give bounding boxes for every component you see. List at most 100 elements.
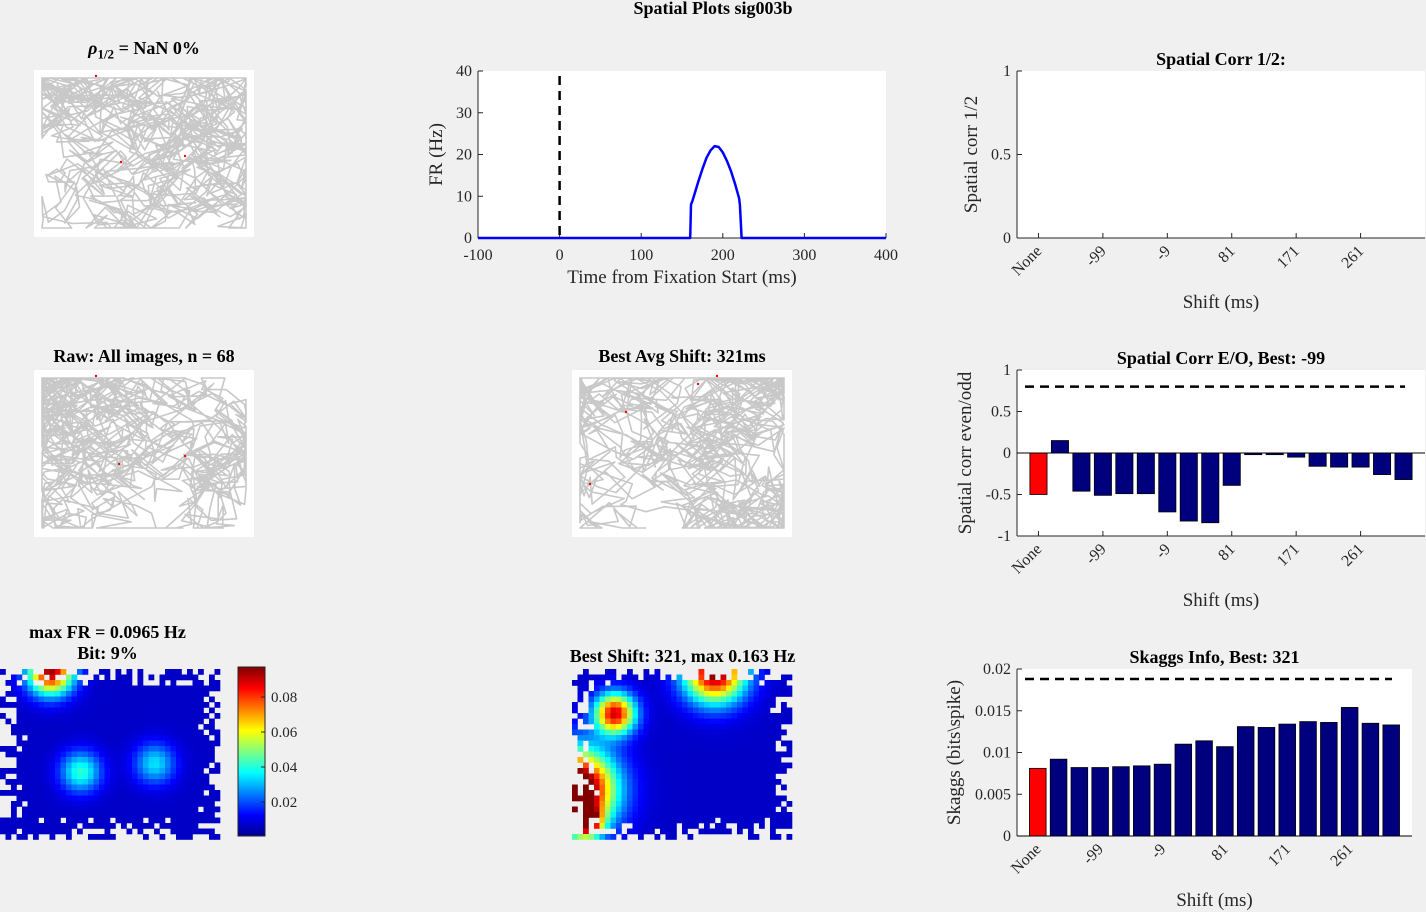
heat-cell — [632, 801, 639, 807]
heat-cell — [654, 740, 661, 747]
heat-cell — [654, 806, 661, 813]
heat-cell — [154, 746, 160, 752]
heat-cell — [203, 691, 210, 697]
heat-cell — [682, 790, 688, 796]
heat-cell — [737, 680, 743, 686]
heat-cell — [742, 784, 749, 791]
heat-cell — [698, 735, 705, 741]
heat-cell — [632, 795, 639, 802]
heat-cell — [731, 729, 738, 736]
heat-cell — [704, 724, 710, 730]
heat-cell — [610, 740, 617, 747]
heat-cell — [682, 702, 688, 708]
heat-cell — [93, 834, 100, 840]
heat-cell — [99, 729, 105, 736]
heat-cell — [720, 713, 727, 719]
heat-cell — [198, 762, 204, 769]
heat-cell — [616, 828, 622, 835]
heat-cell — [66, 828, 72, 835]
heat-cell — [77, 680, 83, 686]
heat-cell — [148, 768, 155, 774]
heat-cell — [643, 773, 650, 780]
heat-cell — [115, 707, 122, 714]
heat-cell — [71, 768, 78, 774]
heat-cell — [759, 740, 765, 747]
heat-cell — [165, 823, 171, 829]
heat-cell — [44, 801, 50, 807]
heat-cell — [33, 702, 39, 708]
heat-cell — [737, 718, 743, 725]
heat-cell — [588, 691, 595, 697]
heat-cell — [726, 729, 732, 736]
heat-cell — [154, 784, 160, 791]
heat-cell — [605, 768, 611, 774]
heat-cell — [770, 790, 776, 796]
heat-cell — [654, 685, 661, 692]
bar — [1112, 766, 1130, 837]
heat-cell — [99, 735, 105, 741]
heat-cell — [71, 729, 78, 736]
heat-cell — [11, 806, 17, 813]
heat-cell — [214, 795, 221, 802]
heat-cell — [610, 680, 617, 686]
heat-cell — [621, 718, 628, 725]
heat-cell — [775, 680, 782, 686]
heat-cell — [720, 680, 727, 686]
heat-cell — [676, 806, 683, 813]
heat-cell — [181, 691, 188, 697]
heat-cell — [610, 724, 617, 730]
heat-cell — [165, 762, 171, 769]
heat-cell — [22, 790, 28, 796]
heat-cell — [137, 757, 144, 763]
heat-cell — [627, 790, 633, 796]
heat-cell — [192, 685, 199, 692]
heat-cell — [49, 696, 56, 703]
heat-cell — [638, 834, 644, 840]
x-tick-label: 400 — [874, 247, 898, 264]
heat-cell — [176, 768, 182, 774]
heat-cell — [154, 691, 160, 697]
heat-cell — [126, 735, 133, 741]
heat-cell — [704, 757, 710, 763]
heat-cell — [698, 795, 705, 802]
heat-cell — [687, 795, 694, 802]
heat-cell — [753, 790, 760, 796]
heat-cell — [577, 680, 584, 686]
heat-cell — [764, 669, 771, 675]
heat-cell — [753, 707, 760, 714]
heat-cell — [786, 762, 793, 769]
heat-cell — [660, 762, 666, 769]
heat-cell — [16, 790, 23, 796]
heat-cell — [49, 735, 56, 741]
heat-cell — [643, 740, 650, 747]
heat-cell — [583, 795, 589, 802]
heat-cell — [27, 685, 34, 692]
heat-cell — [726, 707, 732, 714]
heat-cell — [605, 707, 611, 714]
heat-cell — [654, 751, 661, 758]
heat-cell — [599, 740, 606, 747]
heat-cell — [704, 746, 710, 752]
heat-cell — [737, 817, 743, 824]
bar — [1257, 727, 1276, 837]
heat-cell — [616, 685, 622, 692]
heat-cell — [115, 779, 122, 785]
heat-cell — [170, 795, 177, 802]
heat-cell — [181, 729, 188, 736]
heat-cell — [82, 757, 89, 763]
heat-cell — [77, 828, 83, 835]
heat-cell — [676, 746, 683, 752]
heat-cell — [731, 685, 738, 692]
heat-cell — [643, 691, 650, 697]
heat-cell — [775, 685, 782, 692]
bar — [1373, 452, 1392, 475]
heat-cell — [770, 729, 776, 736]
heat-cell — [82, 773, 89, 780]
heat-cell — [572, 806, 578, 813]
heat-cell — [126, 685, 133, 692]
heat-cell — [110, 795, 116, 802]
heat-cell — [170, 773, 177, 780]
heat-cell — [654, 773, 661, 780]
heat-cell — [693, 685, 699, 692]
heat-cell — [742, 762, 749, 769]
